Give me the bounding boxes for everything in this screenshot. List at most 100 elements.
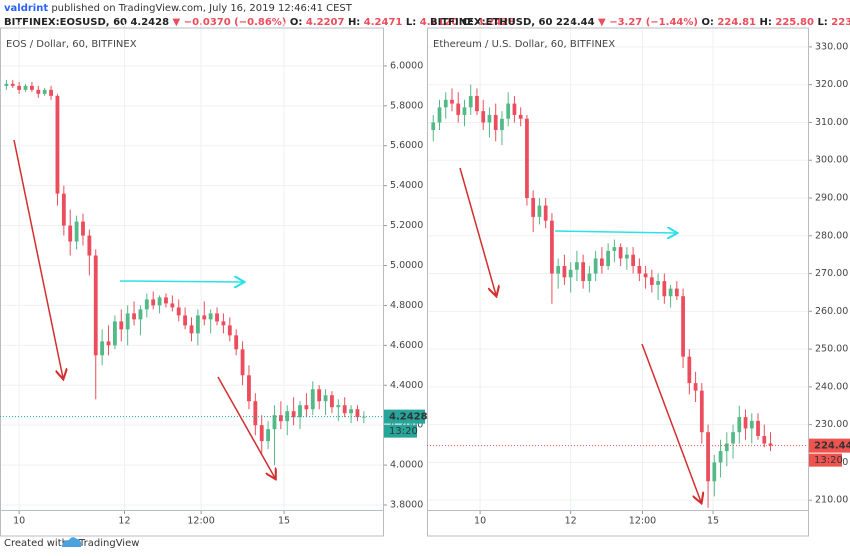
- candle-body: [768, 443, 773, 446]
- y-tick-label: 6.0000: [390, 60, 423, 71]
- header-line: valdrint published on TradingView.com, J…: [4, 3, 353, 14]
- candle-body: [712, 462, 717, 482]
- footer: Created with TradingView: [4, 537, 139, 549]
- x-tick-label: 10: [13, 516, 25, 527]
- y-tick-label: 4.6000: [390, 340, 423, 351]
- annotations: [13, 139, 701, 502]
- candle-body: [743, 417, 748, 429]
- y-tick-label: 3.8000: [390, 500, 423, 511]
- ohlc-label: C:: [462, 17, 473, 28]
- candle-body: [724, 443, 729, 452]
- candle-body: [443, 99, 448, 108]
- candle-body: [456, 103, 461, 115]
- candle-body: [68, 225, 73, 242]
- candle-body: [537, 205, 542, 217]
- y-tick-label: 5.2000: [390, 220, 423, 231]
- y-tick-label: 270.00: [815, 268, 848, 279]
- candle-body: [737, 417, 742, 433]
- plot-frame: [0, 27, 384, 537]
- y-tick-label: 330.00: [815, 41, 848, 52]
- candle-body: [298, 405, 302, 418]
- candle-body: [247, 375, 251, 402]
- candle-body: [656, 281, 660, 285]
- y-tick-label: 4.0000: [390, 460, 423, 471]
- annotation-arrow: [641, 343, 701, 502]
- ohlc-value: 225.80: [775, 17, 814, 28]
- y-tick-label: 300.00: [815, 155, 848, 166]
- candle-body: [500, 118, 504, 131]
- y-tick-label: 5.8000: [390, 100, 423, 111]
- candle-body: [693, 383, 698, 391]
- symbol-info: BITFINEX:EOSUSD, 60 4.2428 ▼ −0.0370 (−0…: [4, 17, 515, 28]
- candle-body: [202, 315, 207, 320]
- annotation-arrow: [119, 281, 243, 282]
- ohlc-value: 4.2428: [477, 17, 516, 28]
- ohlc-label: H:: [348, 17, 360, 28]
- candle-body: [462, 107, 467, 115]
- candle-body: [183, 315, 188, 326]
- author[interactable]: valdrint: [4, 3, 48, 14]
- countdown-label: 13:20: [389, 426, 418, 437]
- candle-body: [240, 349, 245, 376]
- ohlc-value: 4.2120: [420, 17, 459, 28]
- ohlc-value: 223.22: [831, 17, 850, 28]
- candle-body: [749, 420, 754, 429]
- candle-body: [674, 288, 679, 297]
- candle-body: [336, 405, 341, 408]
- candle-body: [227, 325, 232, 336]
- candle-body: [272, 415, 277, 430]
- candle-body: [278, 415, 283, 422]
- candle-body: [61, 193, 66, 226]
- candle-body: [4, 83, 9, 86]
- ohlc-value: 4.2207: [306, 17, 345, 28]
- ohlc-value: 4.2471: [364, 17, 403, 28]
- price-change: ▼ −3.27 (−1.44%): [598, 17, 698, 28]
- candle-body: [731, 432, 735, 444]
- candle-body: [525, 118, 529, 199]
- candle-body: [36, 89, 41, 94]
- candle-body: [106, 341, 111, 346]
- y-tick-label: 240.00: [815, 381, 848, 392]
- candle-body: [119, 321, 124, 330]
- last-price-label: 224.44: [814, 441, 850, 452]
- ohlc-value: 224.81: [717, 17, 756, 28]
- x-tick-label: 12: [118, 516, 130, 527]
- y-tick-label: 280.00: [815, 230, 848, 241]
- y-tick-label: 310.00: [815, 117, 848, 128]
- candle-body: [562, 266, 567, 278]
- y-tick-label: 4.8000: [390, 300, 423, 311]
- candle-body: [164, 297, 168, 304]
- candle-body: [125, 313, 130, 330]
- candle-body: [612, 247, 617, 251]
- candle-body: [176, 307, 181, 316]
- candle-body: [593, 258, 598, 274]
- x-tick-label: 15: [278, 516, 290, 527]
- candle-body: [600, 258, 604, 266]
- candle-body: [681, 296, 685, 357]
- x-tick-label: 10: [474, 516, 486, 527]
- candle-body: [699, 390, 704, 433]
- footer-created: Created with: [4, 538, 68, 549]
- candle-body: [266, 429, 271, 442]
- candle-body: [112, 321, 117, 346]
- candle-body: [618, 247, 623, 259]
- candle-body: [10, 83, 15, 86]
- footer-brand[interactable]: TradingView: [78, 538, 139, 549]
- y-tick-label: 210.00: [815, 495, 848, 506]
- candle-body: [493, 114, 498, 131]
- candle-body: [543, 205, 548, 221]
- candle-body: [170, 303, 175, 308]
- countdown-box: [384, 424, 417, 438]
- y-tick-label: 230.00: [815, 419, 848, 430]
- candle-body: [93, 255, 98, 356]
- candle-body: [195, 315, 200, 334]
- annotation-arrow: [217, 376, 275, 478]
- ohlc-label: O:: [290, 17, 303, 28]
- candle-body: [487, 114, 492, 123]
- candle-body: [253, 401, 258, 426]
- symbol: BITFINEX:EOSUSD, 60: [4, 17, 127, 28]
- candle-body: [259, 425, 264, 442]
- price-change: ▼ −0.0370 (−0.86%): [173, 17, 287, 28]
- candle-body: [437, 107, 442, 123]
